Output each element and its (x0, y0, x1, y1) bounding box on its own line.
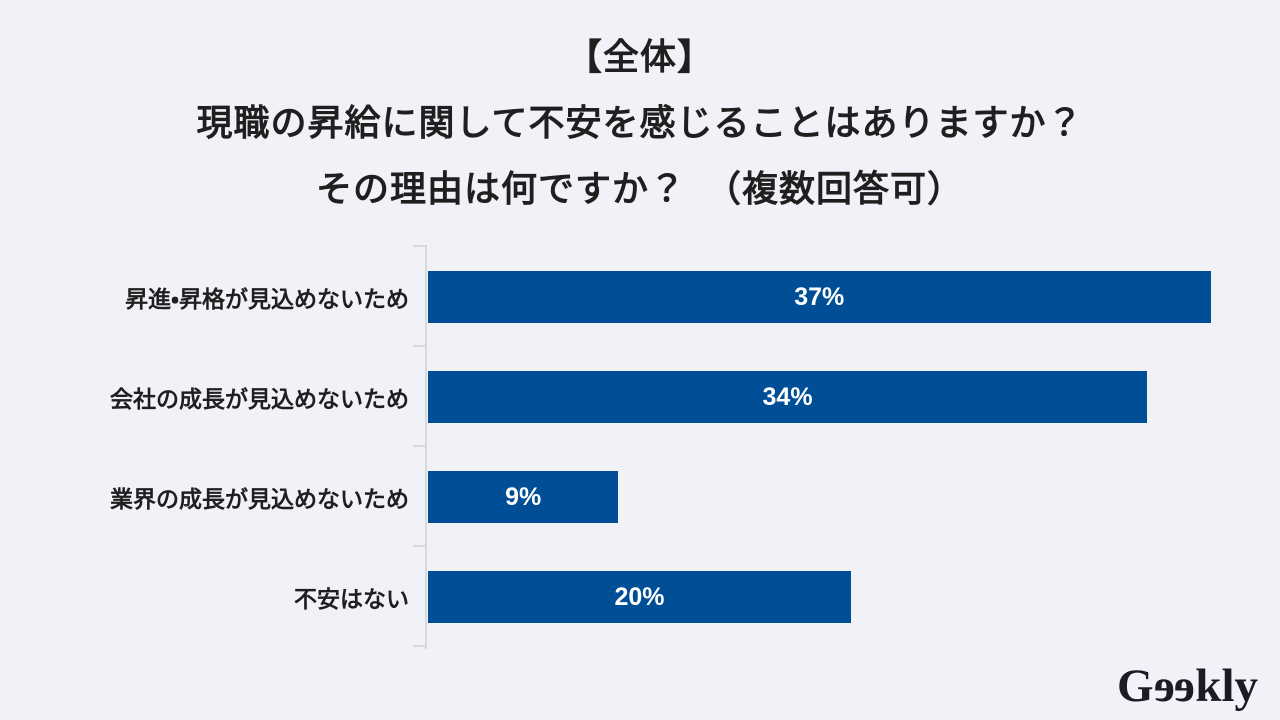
logo-letter: y (1234, 660, 1259, 712)
axis-tick (413, 345, 425, 347)
value-label: 34% (762, 382, 813, 411)
category-label: 業界の成長が見込めないため (110, 486, 409, 512)
bar-row: 会社の成長が見込めないため 34% (0, 347, 1280, 447)
category-label: 不安はない (294, 586, 409, 612)
bar-track: 20% (428, 571, 1274, 623)
bar-row: 不安はない 20% (0, 547, 1280, 647)
bar: 34% (428, 371, 1148, 423)
bar-rows: 昇進・昇格が見込めないため 37% 会社の成長が見込めないため 34% 業界の成長が見込… (0, 247, 1280, 647)
bar-track: 37% (428, 271, 1274, 323)
logo-reversed-e: e (1153, 660, 1175, 712)
category-label: 会社の成長が見込めないため (110, 386, 409, 412)
axis-tick (413, 645, 425, 647)
title-line-2: 現職の昇給に関して不安を感じることはありますか？ (196, 102, 1084, 143)
value-label: 9% (505, 482, 542, 511)
bar-row: 業界の成長が見込めないため 9% (0, 447, 1280, 547)
logo-letter: k (1195, 660, 1222, 712)
title-line-1: 【全体】 (565, 36, 714, 77)
logo-letter: l (1221, 660, 1235, 712)
title-line-3: その理由は何ですか？ （複数回答可） (315, 168, 964, 209)
axis-tick (413, 445, 425, 447)
value-label: 20% (614, 582, 665, 611)
bar: 20% (428, 571, 851, 623)
chart-title: 【全体】 現職の昇給に関して不安を感じることはありますか？ その理由は何ですか？… (0, 24, 1280, 222)
bar-chart-plot: 昇進・昇格が見込めないため 37% 会社の成長が見込めないため 34% 業界の成長が見込… (0, 245, 1280, 649)
bar: 9% (428, 471, 619, 523)
geekly-logo: Geekly (1116, 660, 1259, 712)
logo-letter: G (1116, 660, 1154, 712)
y-axis-line (425, 245, 427, 649)
category-label: 昇進・昇格が見込めないため (125, 286, 409, 312)
bar: 37% (428, 271, 1211, 323)
bar-track: 34% (428, 371, 1274, 423)
bar-track: 9% (428, 471, 1274, 523)
value-label: 37% (794, 282, 845, 311)
axis-tick (413, 545, 425, 547)
axis-tick (413, 245, 425, 247)
bar-row: 昇進・昇格が見込めないため 37% (0, 247, 1280, 347)
logo-reversed-e: e (1174, 660, 1196, 712)
